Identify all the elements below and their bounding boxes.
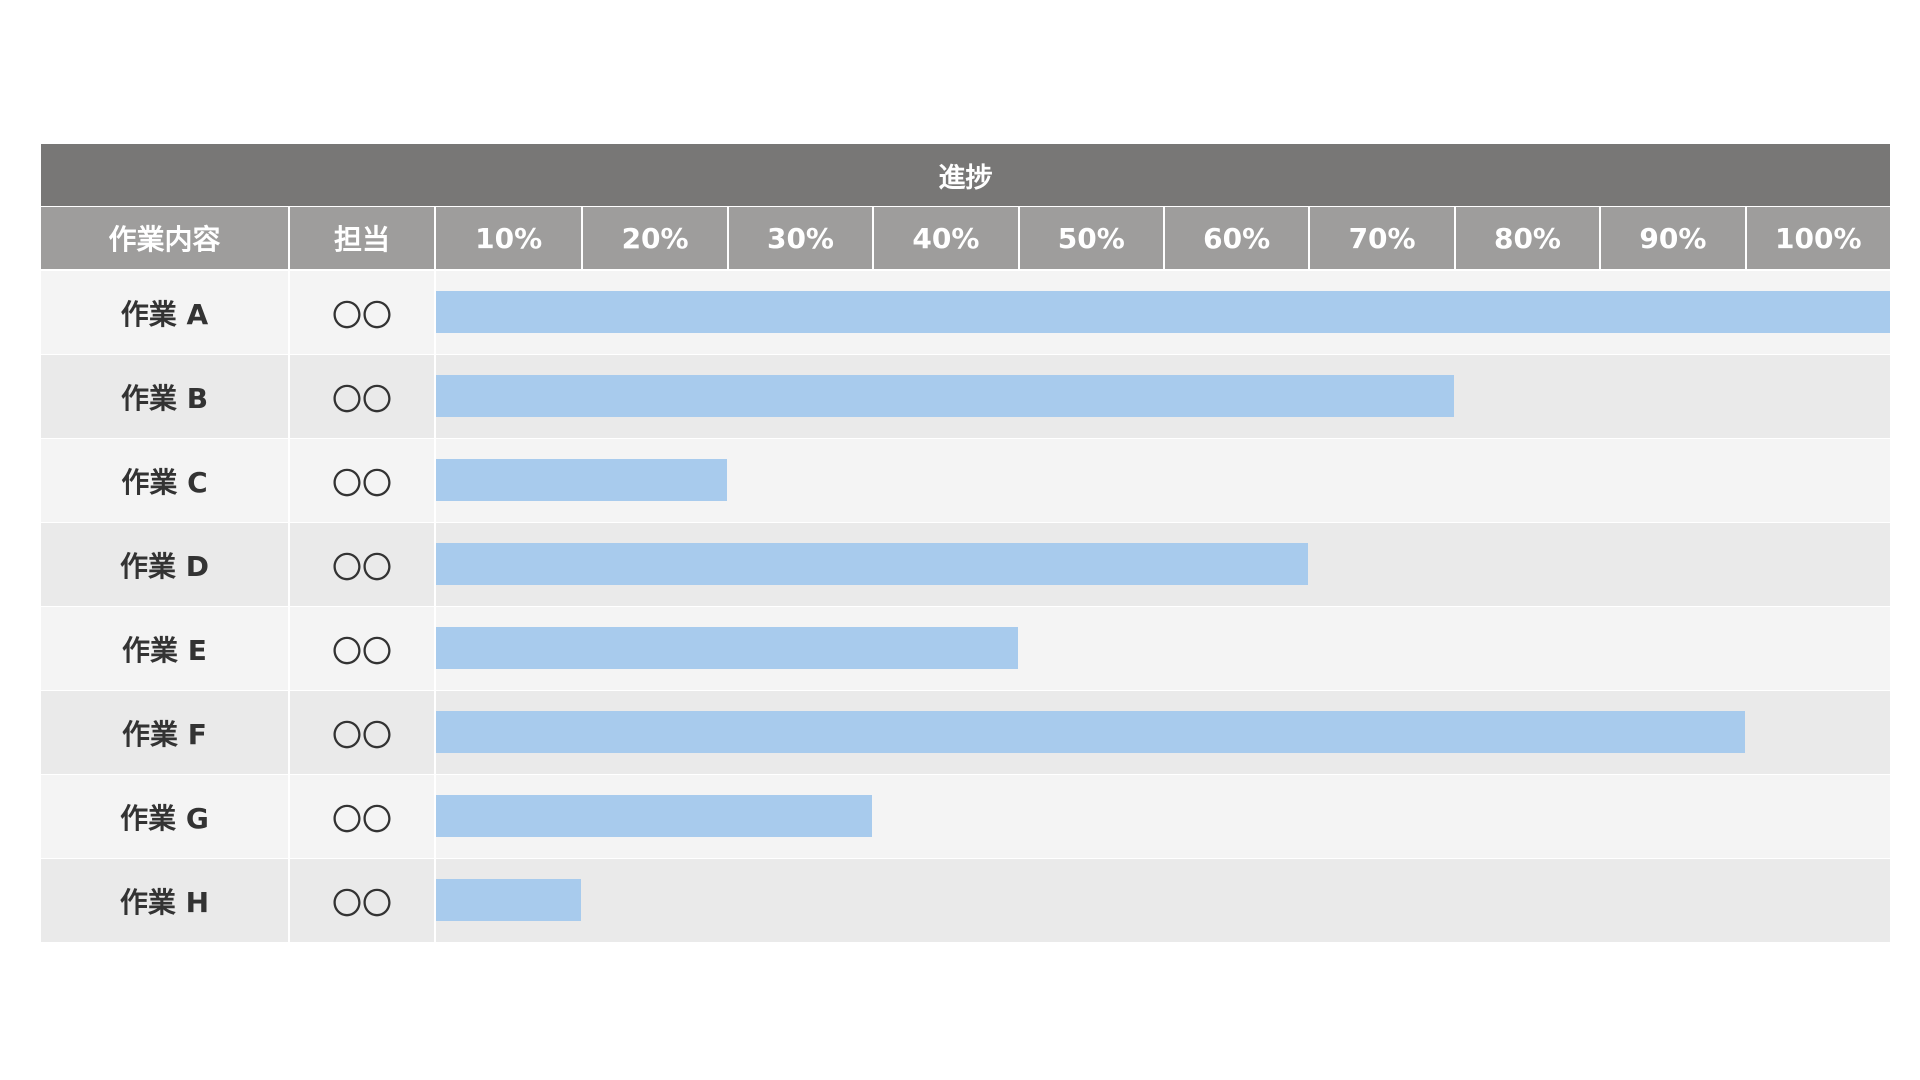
task-label: 作業 E <box>122 633 207 667</box>
table-row <box>41 439 1890 522</box>
progress-bar <box>436 459 727 501</box>
task-label: 作業 H <box>119 885 210 919</box>
task-label: 作業 C <box>121 465 208 499</box>
progress-bar <box>436 879 582 921</box>
chart-title: 進捗 <box>41 144 1890 206</box>
owner-label: 〇〇 <box>332 382 392 418</box>
owner-label: 〇〇 <box>332 886 392 922</box>
task-label: 作業 B <box>120 381 209 415</box>
tick-label: 70% <box>1308 207 1454 269</box>
tick-label: 40% <box>872 207 1018 269</box>
table-row <box>41 859 1890 942</box>
progress-bar <box>436 627 1018 669</box>
owner-label: 〇〇 <box>332 718 392 754</box>
table-row <box>41 775 1890 858</box>
owner-label: 〇〇 <box>332 634 392 670</box>
tick-label: 80% <box>1453 207 1600 269</box>
tick-label: 100% <box>1744 207 1890 269</box>
task-label: 作業 D <box>120 549 209 583</box>
separator-owner-plot <box>434 207 436 943</box>
tick-label: 10% <box>436 207 582 269</box>
tick-label: 30% <box>726 207 873 269</box>
tick-label: 50% <box>1017 207 1163 269</box>
task-label: 作業 A <box>120 297 209 331</box>
header-owner: 担当 <box>290 207 434 269</box>
task-label: 作業 F <box>122 717 207 751</box>
owner-label: 〇〇 <box>332 298 392 334</box>
tick-label: 90% <box>1599 207 1745 269</box>
owner-label: 〇〇 <box>332 466 392 502</box>
task-label: 作業 G <box>120 801 209 835</box>
tick-label: 60% <box>1163 207 1309 269</box>
progress-table: 進捗 作業内容 担当 10% 20% 30% 40% 50% 60% 70% 80% 90% 10… <box>41 144 1890 943</box>
progress-bar <box>436 795 873 837</box>
header-task: 作業内容 <box>41 207 288 269</box>
progress-bar <box>436 375 1454 417</box>
separator-task-owner <box>288 207 290 943</box>
owner-label: 〇〇 <box>332 802 392 838</box>
owner-label: 〇〇 <box>332 550 392 586</box>
tick-label: 20% <box>581 207 727 269</box>
progress-bar <box>436 291 1890 333</box>
progress-bar <box>436 711 1745 753</box>
progress-bar <box>436 543 1309 585</box>
